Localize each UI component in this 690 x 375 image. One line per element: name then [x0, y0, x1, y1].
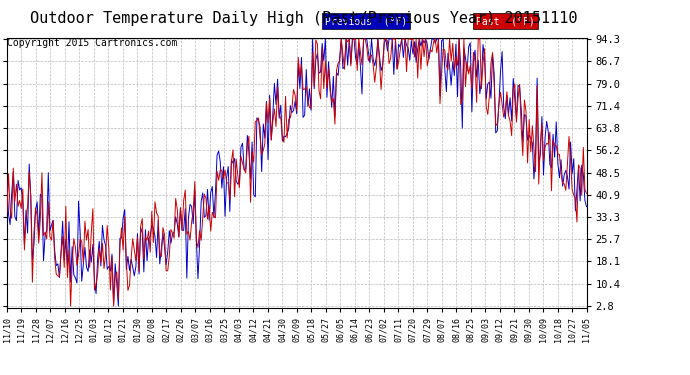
- Text: Copyright 2015 Cartronics.com: Copyright 2015 Cartronics.com: [7, 38, 177, 48]
- Text: Previous  (°F): Previous (°F): [325, 16, 407, 26]
- Text: Outdoor Temperature Daily High (Past/Previous Year) 20151110: Outdoor Temperature Daily High (Past/Pre…: [30, 11, 578, 26]
- Text: Past  (°F): Past (°F): [476, 16, 535, 26]
